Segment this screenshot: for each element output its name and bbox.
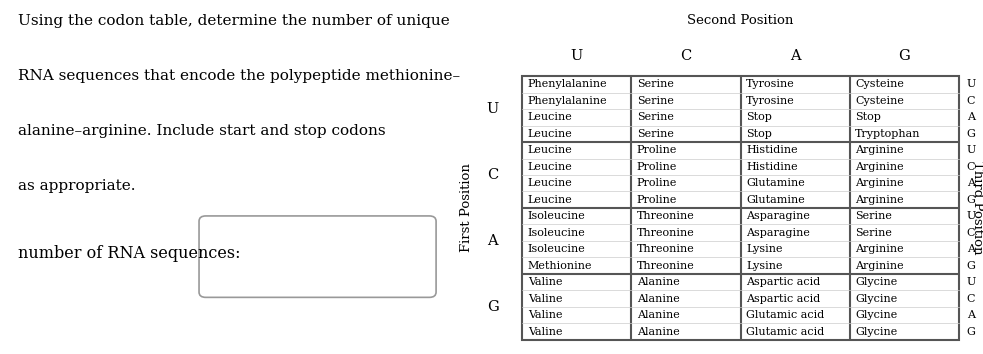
Text: Threonine: Threonine [637,244,695,254]
Text: G: G [966,129,975,139]
Text: Threonine: Threonine [637,261,695,271]
Text: Proline: Proline [637,162,677,172]
Text: U: U [487,102,499,116]
Text: U: U [966,277,975,287]
Text: Valine: Valine [528,277,562,287]
Text: Arginine: Arginine [855,145,903,155]
Text: Serine: Serine [637,79,673,89]
Text: Arginine: Arginine [855,162,903,172]
Text: as appropriate.: as appropriate. [18,179,136,193]
Text: Aspartic acid: Aspartic acid [746,277,820,287]
Text: C: C [488,168,498,182]
Text: Histidine: Histidine [746,145,797,155]
Text: Serine: Serine [855,228,892,238]
Text: First Position: First Position [459,164,473,252]
Text: Alanine: Alanine [637,310,679,320]
Text: Alanine: Alanine [637,277,679,287]
Text: A: A [790,49,800,63]
Text: G: G [966,327,975,337]
Text: Lysine: Lysine [746,244,782,254]
Text: Cysteine: Cysteine [855,96,904,106]
Text: Leucine: Leucine [528,195,572,205]
Text: Alanine: Alanine [637,327,679,337]
Text: Alanine: Alanine [637,293,679,304]
Text: C: C [966,293,975,304]
Text: Cysteine: Cysteine [855,79,904,89]
Text: Glutamic acid: Glutamic acid [746,327,824,337]
Text: Aspartic acid: Aspartic acid [746,293,820,304]
Text: G: G [966,195,975,205]
Text: Serine: Serine [855,211,892,221]
Text: Tyrosine: Tyrosine [746,79,794,89]
Text: Glutamine: Glutamine [746,195,805,205]
Text: Stop: Stop [855,112,881,122]
Text: Tryptophan: Tryptophan [855,129,921,139]
Text: Lysine: Lysine [746,261,782,271]
Text: Glycine: Glycine [855,293,897,304]
Text: Serine: Serine [637,129,673,139]
Text: Arginine: Arginine [855,178,903,188]
Text: Glycine: Glycine [855,327,897,337]
Text: Arginine: Arginine [855,195,903,205]
Text: Third Position: Third Position [971,161,983,255]
Text: Using the codon table, determine the number of unique: Using the codon table, determine the num… [18,14,449,28]
Text: Glycine: Glycine [855,310,897,320]
Text: Valine: Valine [528,310,562,320]
FancyBboxPatch shape [199,216,436,297]
Text: Asparagine: Asparagine [746,211,810,221]
Text: Threonine: Threonine [637,228,695,238]
Text: Second Position: Second Position [687,13,793,27]
Text: U: U [966,145,975,155]
Text: Isoleucine: Isoleucine [528,228,585,238]
Text: Threonine: Threonine [637,211,695,221]
Text: Stop: Stop [746,129,772,139]
Text: A: A [966,178,975,188]
Text: G: G [898,49,910,63]
Text: Leucine: Leucine [528,178,572,188]
Text: Isoleucine: Isoleucine [528,244,585,254]
Text: Glutamine: Glutamine [746,178,805,188]
Text: Leucine: Leucine [528,145,572,155]
Text: Serine: Serine [637,112,673,122]
Text: Proline: Proline [637,195,677,205]
Text: U: U [571,49,583,63]
Text: C: C [966,228,975,238]
Text: Histidine: Histidine [746,162,797,172]
Text: Leucine: Leucine [528,129,572,139]
Text: Arginine: Arginine [855,261,903,271]
Text: A: A [966,244,975,254]
Text: Asparagine: Asparagine [746,228,810,238]
Text: U: U [966,211,975,221]
Text: Leucine: Leucine [528,112,572,122]
Text: A: A [966,112,975,122]
Text: Leucine: Leucine [528,162,572,172]
Text: Proline: Proline [637,178,677,188]
Text: G: G [487,300,498,314]
Text: G: G [966,261,975,271]
Text: Isoleucine: Isoleucine [528,211,585,221]
Text: Phenylalanine: Phenylalanine [528,96,607,106]
Text: Phenylalanine: Phenylalanine [528,79,607,89]
Text: Arginine: Arginine [855,244,903,254]
Text: number of RNA sequences:: number of RNA sequences: [18,245,241,262]
Text: Serine: Serine [637,96,673,106]
Text: Valine: Valine [528,293,562,304]
Text: Stop: Stop [746,112,772,122]
Text: Proline: Proline [637,145,677,155]
Text: alanine–arginine. Include start and stop codons: alanine–arginine. Include start and stop… [18,124,385,138]
Text: RNA sequences that encode the polypeptide methionine–: RNA sequences that encode the polypeptid… [18,69,460,83]
Text: C: C [966,96,975,106]
Text: Tyrosine: Tyrosine [746,96,794,106]
Text: Glutamic acid: Glutamic acid [746,310,824,320]
Text: U: U [966,79,975,89]
Text: Glycine: Glycine [855,277,897,287]
Text: A: A [488,234,498,248]
Text: Valine: Valine [528,327,562,337]
Text: Methionine: Methionine [528,261,592,271]
Text: A: A [966,310,975,320]
Text: C: C [966,162,975,172]
Text: C: C [680,49,692,63]
Bar [522,76,958,340]
